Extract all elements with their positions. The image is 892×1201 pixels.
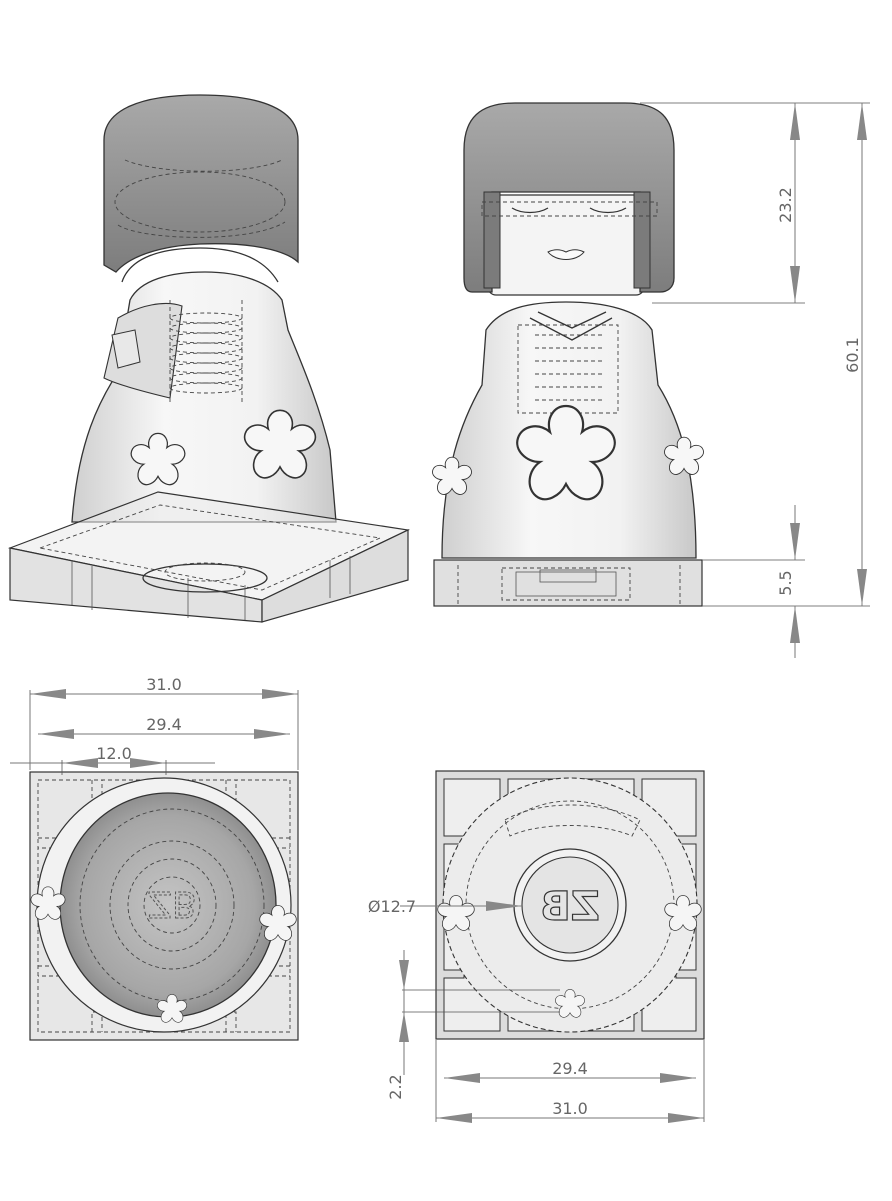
dim-top-offset: 12.0 xyxy=(96,744,132,763)
front-base xyxy=(433,559,703,607)
front-dimensions: 23.2 60.1 5.5 xyxy=(640,102,870,658)
dim-total-height: 60.1 xyxy=(843,337,862,373)
front-view: 23.2 60.1 5.5 xyxy=(432,102,870,658)
iso-body xyxy=(71,271,337,523)
dim-bottom-inner-width: 29.4 xyxy=(552,1059,588,1078)
bottom-dimensions: Ø12.7 2.2 29.4 31.0 xyxy=(368,897,705,1123)
top-view: ZB 31.0 29.4 12.0 xyxy=(10,675,299,1041)
dim-bottom-diameter: Ø12.7 xyxy=(368,897,416,916)
dim-top-inner-width: 29.4 xyxy=(146,715,182,734)
isometric-view xyxy=(7,94,411,623)
iso-hair xyxy=(103,94,299,273)
dim-top-outer-width: 31.0 xyxy=(146,675,182,694)
top-logo: ZB xyxy=(147,883,196,924)
bottom-view: ZB Ø12.7 2.2 29.4 31.0 xyxy=(368,770,705,1123)
dim-bottom-outer-width: 31.0 xyxy=(552,1099,588,1118)
dim-head-height: 23.2 xyxy=(776,187,795,223)
bottom-logo: ZB xyxy=(540,884,600,930)
top-dimensions: 31.0 29.4 12.0 xyxy=(10,675,299,775)
dim-bottom-gap: 2.2 xyxy=(386,1074,405,1099)
front-hair xyxy=(463,102,675,293)
dim-base-height: 5.5 xyxy=(776,570,795,595)
iso-base xyxy=(7,491,411,623)
